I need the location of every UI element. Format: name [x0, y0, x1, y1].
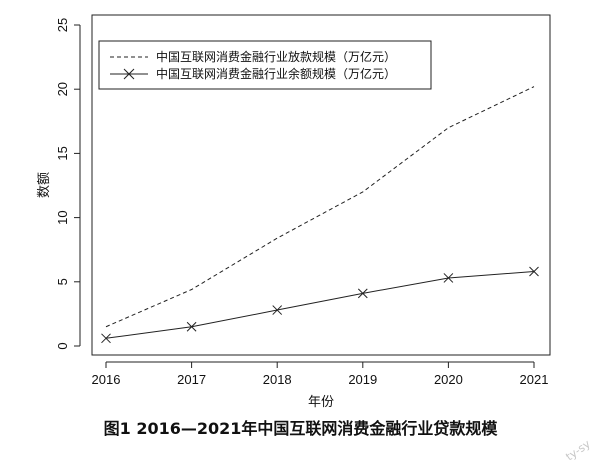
- data-point-marker: [529, 266, 539, 277]
- legend-label-lending: 中国互联网消费金融行业放款规模（万亿元）: [156, 49, 396, 64]
- series-line-lending: [105, 86, 535, 328]
- plot-frame: [91, 14, 551, 356]
- figure-caption: 图1 2016—2021年中国互联网消费金融行业贷款规模: [103, 419, 498, 438]
- y-axis-label: 数额: [37, 172, 52, 198]
- y-tick-label: 15: [55, 146, 70, 160]
- x-axis-label: 年份: [308, 395, 334, 410]
- y-tick-label: 0: [55, 342, 70, 349]
- y-tick-label: 10: [55, 210, 70, 224]
- x-tick-label: 2020: [434, 372, 463, 387]
- legend: 中国互联网消费金融行业放款规模（万亿元） 中国互联网消费金融行业余额规模（万亿元…: [98, 40, 432, 90]
- y-tick-label: 5: [55, 278, 70, 285]
- x-tick-label: 2021: [520, 372, 549, 387]
- y-tick-label: 25: [55, 18, 70, 32]
- series-layer: [101, 86, 539, 344]
- x-tick-label: 2016: [92, 372, 121, 387]
- x-tick-label: 2017: [177, 372, 206, 387]
- data-point-marker: [272, 305, 283, 315]
- data-point-marker: [101, 333, 111, 344]
- legend-x-marker: [123, 68, 135, 80]
- series-line-balance: [105, 271, 535, 339]
- data-point-marker: [186, 321, 197, 332]
- x-tick-label: 2018: [263, 372, 292, 387]
- x-tick-label: 2019: [348, 372, 377, 387]
- data-point-marker: [443, 273, 454, 283]
- data-point-marker: [357, 288, 368, 299]
- y-axis: 0 5 10 15 20 25: [55, 18, 81, 350]
- legend-box: [98, 40, 432, 90]
- y-tick-label: 20: [55, 82, 70, 96]
- x-axis: 2016 2017 2018 2019 2020 2021: [92, 361, 549, 387]
- legend-label-balance: 中国互联网消费金融行业余额规模（万亿元）: [156, 66, 396, 81]
